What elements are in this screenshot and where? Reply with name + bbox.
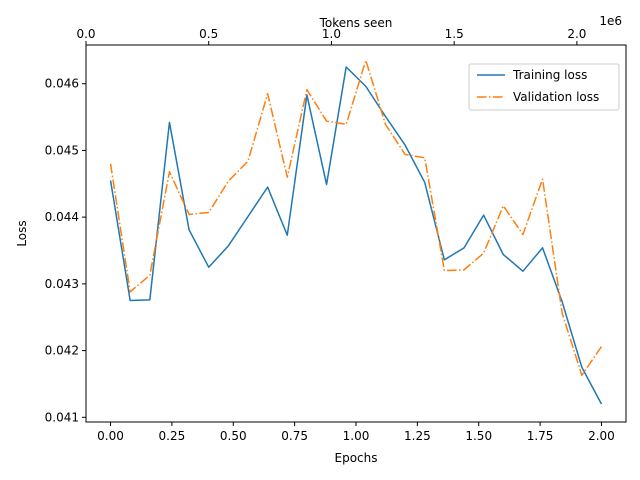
x-tick-label: 1.25 [404,429,431,443]
legend-box [468,63,620,111]
x-tick-label: 0.00 [97,429,124,443]
y-tick-label: 0.041 [45,410,79,424]
series-line-validation-loss [109,59,603,377]
series-layer [109,59,603,405]
top-x-axis: 0.0 0.5 1.0 1.5 2.0 [76,27,586,45]
top-x-tick-label: 1.0 [322,27,341,41]
x-tick-label: 1.00 [343,429,370,443]
y-tick-label: 0.042 [45,344,79,358]
x-tick-label: 1.50 [465,429,492,443]
y-tick-label: 0.043 [45,277,79,291]
x-tick-label: 0.50 [220,429,247,443]
legend-label-training-loss: Training loss [512,68,587,82]
top-x-tick-label: 0.0 [76,27,95,41]
x-tick-label: 0.25 [159,429,186,443]
top-x-axis-label: Tokens seen [319,16,393,30]
y-tick-label: 0.046 [45,77,79,91]
x-tick-label: 2.00 [588,429,615,443]
y-axis: 0.041 0.042 0.043 0.044 0.045 0.046 [45,77,86,424]
x-axis-label: Epochs [335,451,378,465]
series-line-training-loss [109,66,603,405]
x-tick-label: 0.75 [281,429,308,443]
legend: Training loss Validation loss [468,63,620,111]
bottom-x-axis: 0.00 0.25 0.50 0.75 1.00 1.25 1.50 1.75 2.00 [97,422,615,443]
top-x-tick-label: 2.0 [567,27,586,41]
top-x-axis-scale-note: 1e6 [599,14,622,28]
x-tick-label: 1.75 [527,429,554,443]
y-axis-label: Loss [15,220,29,246]
top-x-tick-label: 0.5 [199,27,218,41]
legend-label-validation-loss: Validation loss [513,90,599,104]
y-tick-label: 0.044 [45,210,79,224]
top-x-tick-label: 1.5 [445,27,464,41]
y-tick-label: 0.045 [45,143,79,157]
